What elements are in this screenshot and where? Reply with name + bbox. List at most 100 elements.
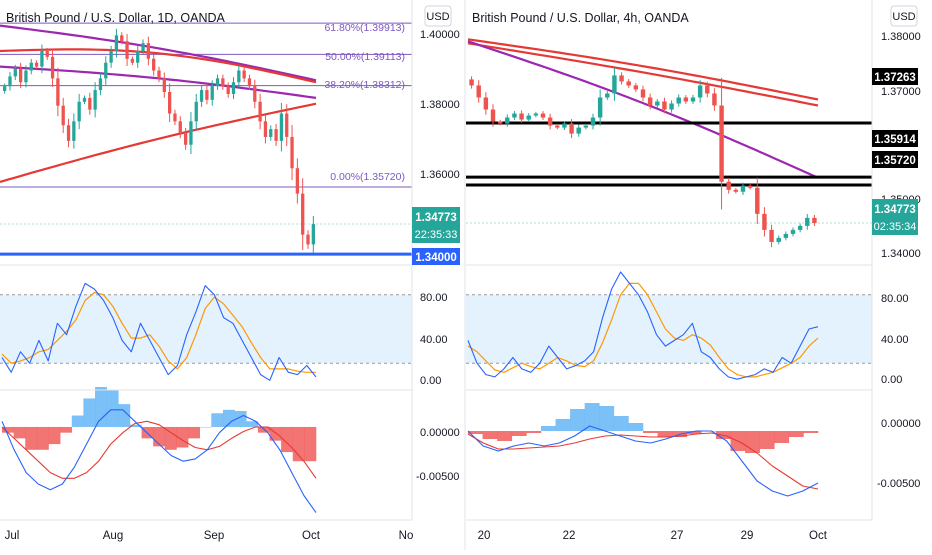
right-horizontal-levels	[466, 121, 872, 187]
right-candle-body	[647, 97, 653, 106]
right-stoch-d-line	[467, 282, 819, 378]
right-candle-body	[697, 85, 703, 98]
left-candle-body	[173, 113, 177, 122]
level-badge-35720	[872, 151, 918, 168]
left-stoch-k-line	[1, 282, 317, 381]
left-candle-body	[104, 62, 108, 79]
left-candle-body	[45, 50, 49, 57]
left-support-badge	[412, 248, 460, 265]
right-candle-body	[690, 97, 696, 102]
right-candle-body	[812, 217, 817, 224]
right-macd-histogram-bar	[584, 403, 600, 431]
right-candle-body	[476, 85, 481, 98]
right-macd-histogram-bar	[643, 431, 658, 433]
right-candle-body	[590, 117, 596, 126]
right-macd-histogram-bar	[570, 409, 585, 431]
left-macd-histogram-bar	[199, 426, 212, 428]
right-macd-histogram-bar	[774, 431, 790, 443]
right-currency-button[interactable]	[890, 5, 918, 27]
right-last-price-badge	[872, 199, 918, 235]
right-candle-body	[783, 233, 789, 238]
right-stoch-k-line	[467, 271, 819, 380]
right-candle-body	[805, 217, 810, 226]
right-macd-histogram-bar	[526, 431, 542, 433]
right-candle-body	[705, 85, 710, 94]
left-macd-pane[interactable]	[1, 387, 317, 513]
left-candle-body	[130, 58, 135, 63]
left-candle-body	[226, 86, 230, 94]
left-macd-histogram-bar	[36, 426, 49, 450]
right-stochastic-pane[interactable]	[466, 271, 872, 380]
left-support-value: 1.34000	[415, 252, 457, 264]
right-candle-body	[740, 185, 746, 192]
right-candle-body	[605, 93, 610, 98]
left-stoch-tick: 80.00	[420, 292, 448, 304]
right-moving-average-purple	[467, 40, 819, 179]
right-currency-label: USD	[892, 11, 915, 23]
right-candle-body	[797, 225, 803, 230]
right-candle-body	[769, 229, 774, 242]
left-candle-body	[253, 86, 257, 102]
left-macd-histogram-bar	[176, 426, 189, 448]
right-macd-histogram-bar	[555, 419, 571, 431]
left-macd-histogram-bar	[234, 410, 247, 427]
left-stoch-tick: 40.00	[420, 334, 448, 346]
left-candle-body	[88, 97, 92, 110]
left-candle-body	[231, 82, 236, 94]
right-candle-body	[612, 75, 617, 94]
left-candle-body	[93, 90, 97, 110]
right-time-label: 20	[478, 530, 491, 542]
left-stochastic-pane[interactable]	[0, 282, 412, 381]
left-macd-histogram-bar	[304, 426, 317, 462]
right-macd-histogram-bar	[599, 406, 615, 431]
right-macd-pane[interactable]	[467, 403, 819, 497]
right-candles	[469, 68, 817, 248]
right-macd-histogram-bar	[759, 431, 775, 449]
right-macd-histogram-bar	[613, 416, 629, 431]
left-candle-body	[290, 136, 294, 169]
right-candle-body	[726, 181, 731, 190]
left-chart: British Pound / U.S. Dollar, 1D, OANDA U…	[0, 0, 460, 542]
left-macd-histogram-bar	[25, 426, 38, 450]
fib-label-000: 0.00%(1.35720)	[330, 171, 405, 183]
left-candle-body	[141, 43, 145, 51]
fib-label-382: 38.20%(1.38312)	[324, 79, 405, 91]
right-candle-body	[755, 187, 760, 214]
left-last-price-badge	[412, 207, 460, 243]
level-badge-35914	[872, 130, 918, 147]
left-candle-body	[3, 86, 7, 92]
right-candle-body	[562, 123, 567, 128]
left-candle-body	[8, 76, 12, 87]
left-candle-body	[205, 90, 209, 100]
left-time-label: Aug	[103, 530, 123, 542]
right-candle-body	[719, 105, 724, 182]
right-candle-body	[626, 81, 631, 86]
right-candle-body	[597, 97, 603, 118]
right-candle-body	[762, 213, 767, 230]
left-price-tick: 1.40000	[420, 29, 460, 41]
left-candle-body	[274, 129, 278, 141]
left-candle-body	[285, 113, 289, 137]
right-moving-average-red	[467, 38, 819, 101]
left-candle-body	[301, 193, 305, 235]
left-candle-body	[98, 78, 103, 91]
left-stoch-d-line	[1, 291, 316, 373]
left-macd-histogram-bar	[281, 426, 294, 453]
level-value: 1.37263	[874, 72, 916, 84]
left-candle-body	[157, 70, 161, 79]
right-candle-body	[633, 85, 639, 90]
left-currency-button[interactable]	[424, 5, 452, 27]
left-macd-histogram-bar	[257, 426, 270, 433]
left-countdown: 22:35:33	[415, 229, 458, 241]
left-candles	[3, 28, 315, 253]
right-macd-histogram-bar	[511, 431, 527, 436]
right-candle-body	[790, 229, 796, 234]
left-candle-body	[125, 41, 129, 59]
left-moving-average-purple	[0, 24, 317, 82]
right-candle-body	[776, 237, 781, 242]
left-time-label: Jul	[5, 530, 20, 542]
fib-label-618: 61.80%(1.39913)	[324, 22, 405, 34]
right-macd-histogram-bar	[657, 431, 673, 437]
left-candle-body	[50, 56, 55, 79]
